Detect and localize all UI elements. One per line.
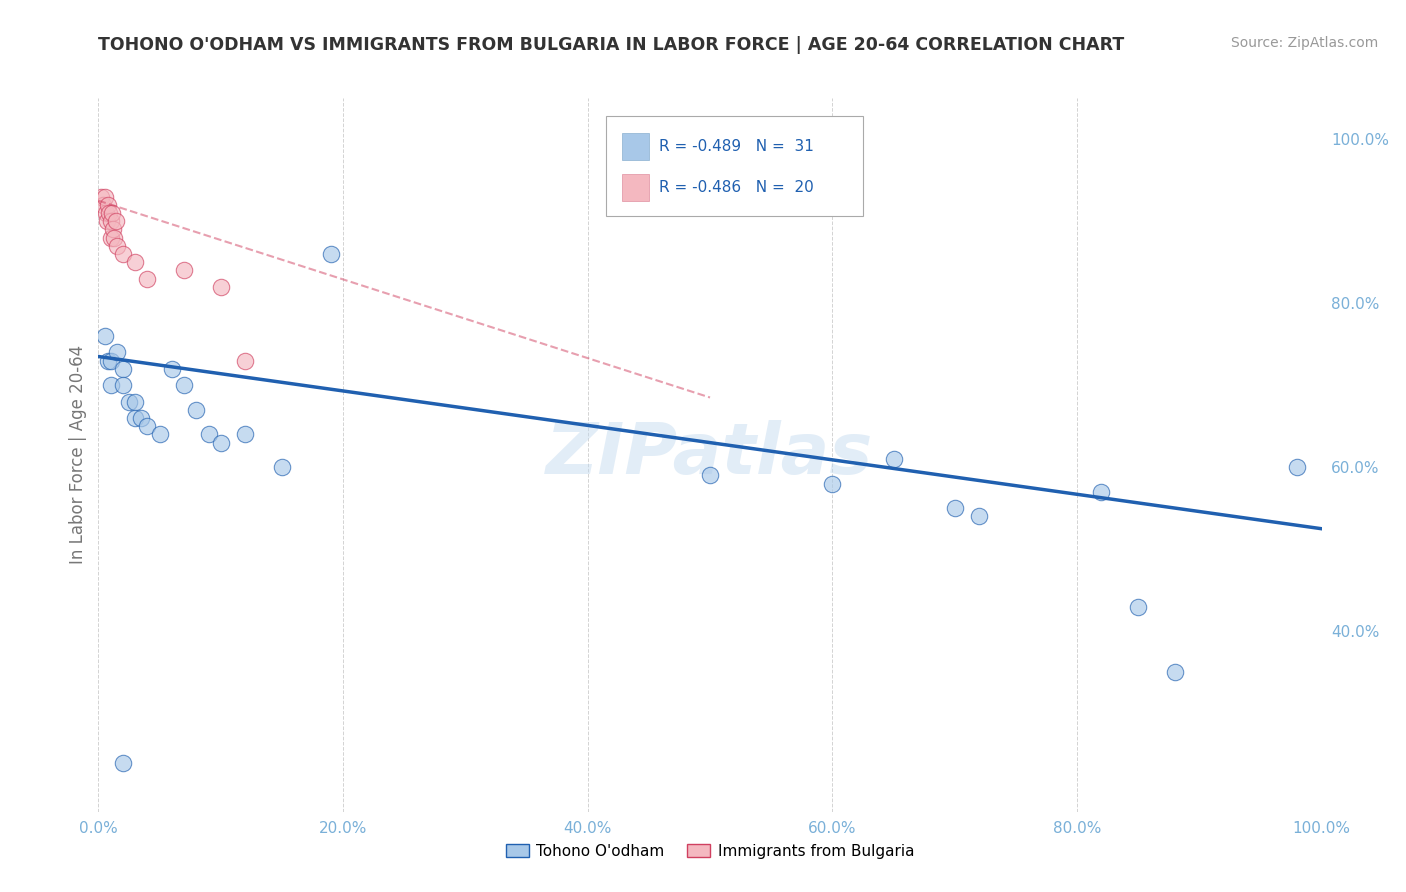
- Text: Source: ZipAtlas.com: Source: ZipAtlas.com: [1230, 36, 1378, 50]
- Point: [136, 419, 159, 434]
- Point: [111, 361, 134, 376]
- Point: [160, 361, 183, 376]
- Point: [319, 247, 342, 261]
- Point: [100, 230, 122, 244]
- Point: [111, 756, 134, 770]
- Text: TOHONO O'ODHAM VS IMMIGRANTS FROM BULGARIA IN LABOR FORCE | AGE 20-64 CORRELATIO: TOHONO O'ODHAM VS IMMIGRANTS FROM BULGAR…: [98, 36, 1125, 54]
- Point: [118, 394, 141, 409]
- Point: [883, 452, 905, 467]
- Point: [186, 402, 208, 417]
- Point: [105, 345, 128, 359]
- Point: [93, 189, 115, 203]
- Point: [103, 230, 125, 244]
- FancyBboxPatch shape: [621, 133, 650, 161]
- Point: [100, 214, 122, 228]
- Point: [100, 378, 122, 392]
- Point: [97, 353, 120, 368]
- Point: [124, 255, 146, 269]
- Text: R = -0.486   N =  20: R = -0.486 N = 20: [658, 180, 814, 194]
- Point: [105, 239, 128, 253]
- Point: [1164, 665, 1187, 680]
- Point: [111, 378, 134, 392]
- Point: [821, 476, 844, 491]
- Point: [1128, 599, 1150, 614]
- Point: [97, 198, 120, 212]
- FancyBboxPatch shape: [621, 174, 650, 201]
- Point: [104, 214, 127, 228]
- Point: [124, 394, 146, 409]
- Point: [93, 329, 115, 343]
- Text: R = -0.489   N =  31: R = -0.489 N = 31: [658, 139, 814, 154]
- Point: [124, 411, 146, 425]
- Point: [699, 468, 721, 483]
- Point: [101, 206, 124, 220]
- FancyBboxPatch shape: [606, 116, 863, 216]
- Point: [129, 411, 152, 425]
- Point: [96, 214, 118, 228]
- Point: [100, 353, 122, 368]
- Point: [209, 435, 232, 450]
- Point: [91, 198, 114, 212]
- Point: [94, 206, 117, 220]
- Point: [111, 247, 134, 261]
- Point: [209, 279, 232, 293]
- Point: [136, 271, 159, 285]
- Point: [967, 509, 990, 524]
- Y-axis label: In Labor Force | Age 20-64: In Labor Force | Age 20-64: [69, 345, 87, 565]
- Point: [149, 427, 172, 442]
- Point: [233, 353, 256, 368]
- Point: [173, 378, 195, 392]
- Point: [233, 427, 256, 442]
- Point: [943, 501, 966, 516]
- Legend: Tohono O'odham, Immigrants from Bulgaria: Tohono O'odham, Immigrants from Bulgaria: [499, 838, 921, 864]
- Point: [1286, 460, 1309, 475]
- Point: [173, 263, 195, 277]
- Text: ZIPatlas: ZIPatlas: [547, 420, 873, 490]
- Point: [270, 460, 294, 475]
- Point: [90, 189, 112, 203]
- Point: [197, 427, 219, 442]
- Point: [101, 222, 124, 236]
- Point: [1090, 484, 1112, 499]
- Point: [98, 206, 121, 220]
